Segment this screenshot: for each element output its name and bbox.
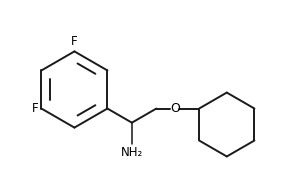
Text: F: F [32, 102, 39, 115]
Text: F: F [71, 35, 78, 48]
Text: NH₂: NH₂ [121, 146, 143, 159]
Text: O: O [170, 102, 180, 115]
